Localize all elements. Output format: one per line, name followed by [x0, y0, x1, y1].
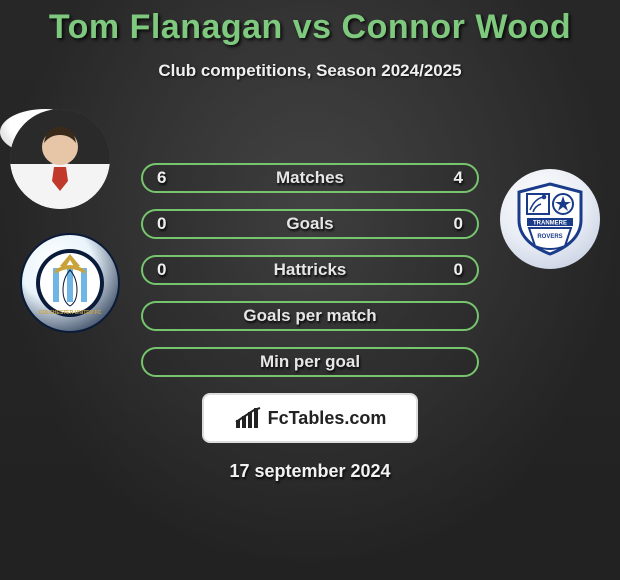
- stat-label: Goals: [286, 214, 333, 234]
- subtitle: Club competitions, Season 2024/2025: [0, 61, 620, 81]
- stat-label: Hattricks: [274, 260, 347, 280]
- comparison-area: COLCHESTER UNITED FC TRANMERE ROVERS 6 M…: [0, 109, 620, 482]
- club-left-badge: COLCHESTER UNITED FC: [20, 233, 120, 333]
- stat-label: Matches: [276, 168, 344, 188]
- bar-chart-icon: [234, 406, 262, 430]
- stat-left-value: 0: [157, 260, 166, 280]
- stat-label: Goals per match: [243, 306, 376, 326]
- stat-right-value: 0: [454, 214, 463, 234]
- stats-list: 6 Matches 4 0 Goals 0 0 Hattricks 0 Goal…: [141, 155, 479, 377]
- watermark-text: FcTables.com: [268, 408, 387, 429]
- stat-left-value: 6: [157, 168, 166, 188]
- watermark: FcTables.com: [202, 393, 418, 443]
- stat-label: Min per goal: [260, 352, 360, 372]
- club-right-badge: TRANMERE ROVERS: [500, 169, 600, 269]
- stat-row-matches: 6 Matches 4: [141, 163, 479, 193]
- stat-right-value: 4: [454, 168, 463, 188]
- stat-row-goals: 0 Goals 0: [141, 209, 479, 239]
- player-left-avatar: [10, 109, 110, 209]
- stat-right-value: 0: [454, 260, 463, 280]
- page-title: Tom Flanagan vs Connor Wood: [0, 0, 620, 47]
- stat-row-min-per-goal: Min per goal: [141, 347, 479, 377]
- stat-row-goals-per-match: Goals per match: [141, 301, 479, 331]
- svg-text:COLCHESTER UNITED FC: COLCHESTER UNITED FC: [39, 310, 102, 316]
- svg-text:ROVERS: ROVERS: [537, 234, 562, 240]
- stat-left-value: 0: [157, 214, 166, 234]
- svg-text:TRANMERE: TRANMERE: [533, 221, 567, 227]
- date-label: 17 september 2024: [0, 461, 620, 482]
- stat-row-hattricks: 0 Hattricks 0: [141, 255, 479, 285]
